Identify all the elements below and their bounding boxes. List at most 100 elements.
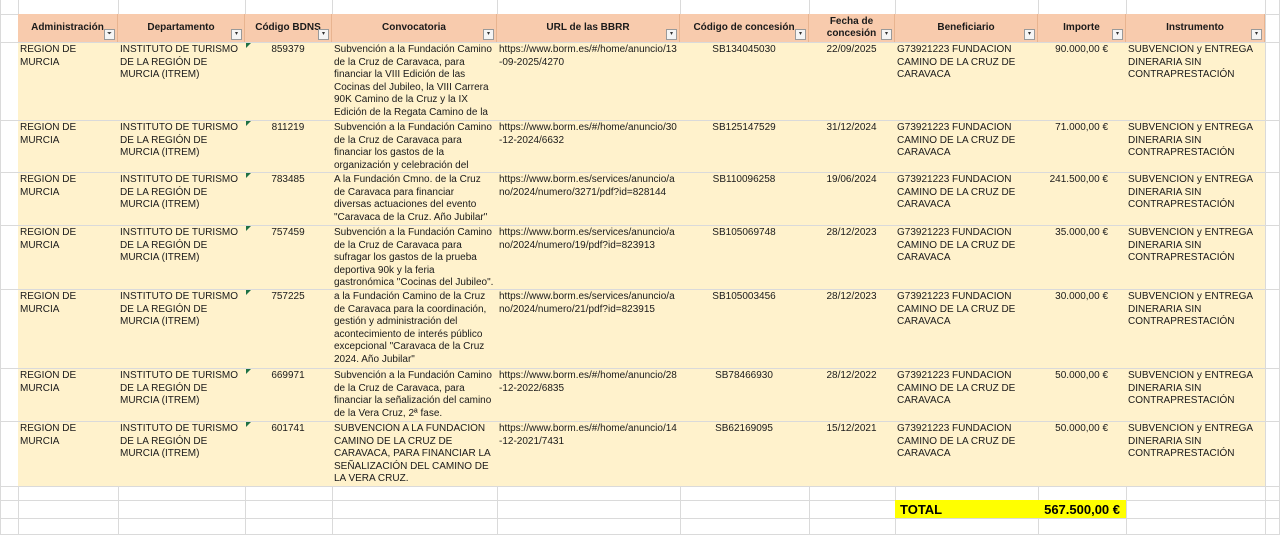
table-row-fill <box>18 369 1265 421</box>
cell-administracion[interactable]: REGIÓN DE MURCIA <box>20 370 77 394</box>
cell-url-bbrr[interactable]: https://www.borm.es/#/home/anuncio/14-12… <box>499 423 677 447</box>
cell-fecha-concesion[interactable]: 19/06/2024 <box>826 174 877 185</box>
cell-codigo-concesion[interactable]: SB125147529 <box>712 122 776 133</box>
cell-convocatoria[interactable]: Subvención a la Fundación Camino de la C… <box>334 122 492 171</box>
cell-beneficiario[interactable]: G73921223 FUNDACION CAMINO DE LA CRUZ DE… <box>897 122 1016 159</box>
header-importe[interactable]: Importe ▾ <box>1038 14 1126 42</box>
cell-administracion[interactable]: REGIÓN DE MURCIA <box>20 44 77 68</box>
cell-administracion[interactable]: REGIÓN DE MURCIA <box>20 174 77 198</box>
header-instrumento[interactable]: Instrumento ▾ <box>1126 14 1265 42</box>
cell-codigo-concesion[interactable]: SB62169095 <box>715 423 773 434</box>
table-row-fill <box>18 422 1265 486</box>
cell-convocatoria[interactable]: Subvención a la Fundación Camino de la C… <box>334 370 492 419</box>
filter-dropdown-icon[interactable]: ▾ <box>1251 29 1262 40</box>
cell-importe[interactable]: 35.000,00 € <box>1055 227 1108 238</box>
total-value[interactable]: 567.500,00 € <box>1044 502 1120 517</box>
cell-departamento[interactable]: INSTITUTO DE TURISMO DE LA REGIÓN DE MUR… <box>120 44 238 81</box>
cell-departamento[interactable]: INSTITUTO DE TURISMO DE LA REGIÓN DE MUR… <box>120 291 238 328</box>
cell-importe[interactable]: 50.000,00 € <box>1055 423 1108 434</box>
cell-importe[interactable]: 71.000,00 € <box>1055 122 1108 133</box>
cell-convocatoria[interactable]: A la Fundación Cmno. de la Cruz de Carav… <box>334 174 488 223</box>
filter-dropdown-icon[interactable]: ▾ <box>483 29 494 40</box>
number-as-text-indicator-icon <box>246 290 251 295</box>
cell-departamento[interactable]: INSTITUTO DE TURISMO DE LA REGIÓN DE MUR… <box>120 370 238 407</box>
cell-convocatoria[interactable]: Subvención a la Fundación Camino de la C… <box>334 44 492 118</box>
cell-codigo-concesion[interactable]: SB78466930 <box>715 370 773 381</box>
header-url-bbrr[interactable]: URL de las BBRR ▾ <box>497 14 680 42</box>
filter-dropdown-icon[interactable]: ▾ <box>795 29 806 40</box>
filter-dropdown-icon[interactable]: ▾ <box>231 29 242 40</box>
table-row-fill <box>18 121 1265 172</box>
cell-fecha-concesion[interactable]: 28/12/2023 <box>826 227 877 238</box>
cell-beneficiario[interactable]: G73921223 FUNDACION CAMINO DE LA CRUZ DE… <box>897 423 1016 460</box>
header-administracion[interactable]: Administración ⏷ <box>18 14 118 42</box>
cell-convocatoria[interactable]: Subvención a la Fundación Camino de la C… <box>334 227 494 288</box>
cell-fecha-concesion[interactable]: 22/09/2025 <box>826 44 877 55</box>
grid-line-horizontal <box>0 518 1280 519</box>
cell-beneficiario[interactable]: G73921223 FUNDACION CAMINO DE LA CRUZ DE… <box>897 370 1016 407</box>
cell-departamento[interactable]: INSTITUTO DE TURISMO DE LA REGIÓN DE MUR… <box>120 423 238 460</box>
cell-instrumento[interactable]: SUBVENCIÓN y ENTREGA DINERARIA SIN CONTR… <box>1128 174 1253 211</box>
cell-codigo-bdns[interactable]: 811219 <box>271 122 305 133</box>
cell-beneficiario[interactable]: G73921223 FUNDACION CAMINO DE LA CRUZ DE… <box>897 227 1016 264</box>
cell-codigo-bdns[interactable]: 757225 <box>271 291 305 302</box>
cell-importe[interactable]: 30.000,00 € <box>1055 291 1108 302</box>
total-label[interactable]: TOTAL <box>900 502 943 517</box>
cell-importe[interactable]: 50.000,00 € <box>1055 370 1108 381</box>
cell-convocatoria[interactable]: a la Fundación Camino de la Cruz de Cara… <box>334 291 487 365</box>
header-beneficiario[interactable]: Beneficiario ▾ <box>895 14 1038 42</box>
grid-line-horizontal <box>0 225 1280 226</box>
cell-instrumento[interactable]: SUBVENCIÓN y ENTREGA DINERARIA SIN CONTR… <box>1128 423 1253 460</box>
cell-instrumento[interactable]: SUBVENCIÓN y ENTREGA DINERARIA SIN CONTR… <box>1128 44 1253 81</box>
cell-codigo-bdns[interactable]: 859379 <box>271 44 305 55</box>
cell-beneficiario[interactable]: G73921223 FUNDACION CAMINO DE LA CRUZ DE… <box>897 291 1016 328</box>
cell-codigo-bdns[interactable]: 601741 <box>271 423 305 434</box>
cell-url-bbrr[interactable]: https://www.borm.es/services/anuncio/ano… <box>499 227 675 251</box>
cell-administracion[interactable]: REGIÓN DE MURCIA <box>20 122 77 146</box>
cell-fecha-concesion[interactable]: 28/12/2023 <box>826 291 877 302</box>
cell-convocatoria[interactable]: SUBVENCIÓN A LA FUNDACIÓN CAMINO DE LA C… <box>334 423 491 485</box>
cell-instrumento[interactable]: SUBVENCIÓN y ENTREGA DINERARIA SIN CONTR… <box>1128 227 1253 264</box>
cell-departamento[interactable]: INSTITUTO DE TURISMO DE LA REGIÓN DE MUR… <box>120 227 238 264</box>
cell-beneficiario[interactable]: G73921223 FUNDACION CAMINO DE LA CRUZ DE… <box>897 174 1016 211</box>
cell-fecha-concesion[interactable]: 28/12/2022 <box>826 370 877 381</box>
cell-importe[interactable]: 90.000,00 € <box>1055 44 1108 55</box>
cell-instrumento[interactable]: SUBVENCIÓN y ENTREGA DINERARIA SIN CONTR… <box>1128 291 1253 328</box>
cell-codigo-bdns[interactable]: 669971 <box>271 370 305 381</box>
cell-instrumento[interactable]: SUBVENCIÓN y ENTREGA DINERARIA SIN CONTR… <box>1128 122 1253 159</box>
cell-url-bbrr[interactable]: https://www.borm.es/services/anuncio/ano… <box>499 291 675 315</box>
cell-administracion[interactable]: REGIÓN DE MURCIA <box>20 423 77 447</box>
filter-dropdown-icon[interactable]: ▾ <box>881 29 892 40</box>
grid-line-vertical <box>1265 0 1266 534</box>
header-codigo-bdns[interactable]: Código BDNS ▾ <box>245 14 332 42</box>
filter-dropdown-icon[interactable]: ▾ <box>318 29 329 40</box>
cell-fecha-concesion[interactable]: 31/12/2024 <box>826 122 877 133</box>
sort-filter-icon[interactable]: ⏷ <box>104 29 115 40</box>
cell-departamento[interactable]: INSTITUTO DE TURISMO DE LA REGIÓN DE MUR… <box>120 174 238 211</box>
cell-url-bbrr[interactable]: https://www.borm.es/#/home/anuncio/13-09… <box>499 44 677 68</box>
cell-codigo-bdns[interactable]: 783485 <box>271 174 305 185</box>
cell-codigo-concesion[interactable]: SB134045030 <box>712 44 776 55</box>
header-fecha-concesion[interactable]: Fecha de concesión ▾ <box>809 14 895 42</box>
header-codigo-concesion[interactable]: Código de concesión ▾ <box>680 14 809 42</box>
filter-dropdown-icon[interactable]: ▾ <box>1112 29 1123 40</box>
cell-fecha-concesion[interactable]: 15/12/2021 <box>826 423 877 434</box>
cell-importe[interactable]: 241.500,00 € <box>1049 174 1108 185</box>
cell-beneficiario[interactable]: G73921223 FUNDACION CAMINO DE LA CRUZ DE… <box>897 44 1016 81</box>
filter-dropdown-icon[interactable]: ▾ <box>1024 29 1035 40</box>
cell-url-bbrr[interactable]: https://www.borm.es/#/home/anuncio/28-12… <box>499 370 677 394</box>
cell-url-bbrr[interactable]: https://www.borm.es/services/anuncio/ano… <box>499 174 675 198</box>
cell-administracion[interactable]: REGIÓN DE MURCIA <box>20 227 77 251</box>
cell-url-bbrr[interactable]: https://www.borm.es/#/home/anuncio/30-12… <box>499 122 677 146</box>
cell-codigo-bdns[interactable]: 757459 <box>271 227 305 238</box>
header-departamento[interactable]: Departamento ▾ <box>118 14 245 42</box>
filter-dropdown-icon[interactable]: ▾ <box>666 29 677 40</box>
cell-codigo-concesion[interactable]: SB105003456 <box>712 291 776 302</box>
cell-codigo-concesion[interactable]: SB105069748 <box>712 227 776 238</box>
cell-administracion[interactable]: REGIÓN DE MURCIA <box>20 291 77 315</box>
header-convocatoria[interactable]: Convocatoria ▾ <box>332 14 497 42</box>
cell-codigo-concesion[interactable]: SB110096258 <box>712 174 776 185</box>
cell-departamento[interactable]: INSTITUTO DE TURISMO DE LA REGIÓN DE MUR… <box>120 122 238 159</box>
cell-instrumento[interactable]: SUBVENCIÓN y ENTREGA DINERARIA SIN CONTR… <box>1128 370 1253 407</box>
